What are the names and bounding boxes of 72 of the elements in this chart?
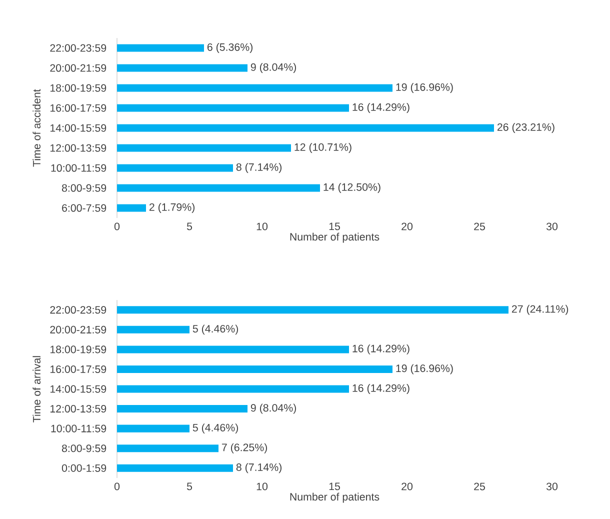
data-label: 6 (5.36%)	[207, 43, 252, 53]
data-label: 8 (7.14%)	[236, 463, 282, 474]
y-tick-label: 12:00-13:59	[50, 144, 106, 152]
x-tick-label: 20	[402, 222, 413, 230]
bar	[117, 144, 291, 152]
bar	[117, 204, 146, 212]
x-tick-label: 25	[474, 222, 485, 230]
x-tick-label: 10	[256, 482, 268, 490]
bar	[117, 184, 320, 192]
data-label: 14 (12.50%)	[324, 183, 380, 193]
data-label: 16 (14.29%)	[352, 384, 410, 394]
bar	[117, 44, 204, 52]
data-label: 7 (6.25%)	[222, 443, 267, 454]
y-axis-title: Time of accident	[32, 89, 41, 167]
data-label: 19 (16.96%)	[396, 364, 453, 374]
bar	[117, 464, 233, 472]
y-axis-title: Time of arrival	[32, 356, 41, 422]
x-tick-label: 30	[546, 482, 558, 490]
data-label: 16 (14.29%)	[352, 344, 410, 354]
y-tick-label: 8:00-9:59	[62, 444, 106, 452]
y-tick-label: 12:00-13:59	[50, 405, 106, 413]
bar	[117, 424, 190, 432]
bar	[117, 385, 349, 393]
bar	[117, 104, 349, 112]
y-tick-label: 10:00-11:59	[51, 424, 106, 432]
data-label: 26 (23.21%)	[497, 123, 554, 133]
data-label: 12 (10.71%)	[294, 143, 352, 153]
y-tick-label: 16:00-17:59	[50, 365, 106, 374]
data-label: 8 (7.14%)	[236, 163, 282, 173]
bar	[117, 306, 508, 314]
x-tick-label: 5	[186, 222, 192, 230]
data-label: 5 (4.46%)	[192, 424, 238, 434]
x-tick-label: 15	[329, 222, 340, 230]
data-label: 9 (8.04%)	[250, 63, 296, 73]
data-label: 27 (24.11%)	[512, 304, 568, 315]
y-tick-label: 8:00-9:59	[62, 184, 106, 192]
y-tick-label: 18:00-19:59	[50, 84, 106, 92]
y-tick-label: 16:00-17:59	[50, 104, 106, 112]
x-tick-label: 25	[474, 482, 485, 490]
bar	[117, 164, 233, 172]
data-label: 9 (8.04%)	[250, 404, 296, 414]
x-tick-label: 0	[114, 222, 120, 230]
bar	[117, 405, 248, 413]
data-label: 16 (14.29%)	[352, 103, 410, 113]
data-label: 5 (4.46%)	[192, 324, 238, 335]
bar	[117, 84, 392, 92]
y-tick-label: 0:00-1:59	[62, 464, 106, 472]
bar	[117, 346, 349, 354]
y-tick-label: 22:00-23:59	[50, 306, 106, 314]
x-tick-label: 10	[256, 222, 268, 230]
y-tick-label: 20:00-21:59	[50, 64, 106, 72]
x-tick-label: 0	[114, 482, 120, 490]
data-label: 19 (16.96%)	[396, 83, 453, 93]
bar	[117, 365, 392, 373]
y-tick-label: 20:00-21:59	[50, 326, 106, 334]
y-tick-label: 14:00-15:59	[50, 385, 106, 393]
y-tick-label: 14:00-15:59	[50, 124, 106, 132]
x-axis-title: Number of patients	[290, 232, 380, 243]
bar	[117, 326, 190, 334]
y-tick-label: 22:00-23:59	[50, 44, 106, 52]
bar	[117, 444, 218, 452]
x-axis-title: Number of patients	[290, 492, 380, 503]
y-tick-label: 18:00-19:59	[50, 346, 106, 354]
y-tick-label: 10:00-11:59	[51, 164, 106, 172]
x-tick-label: 15	[329, 482, 340, 490]
x-tick-label: 20	[402, 482, 413, 490]
bar	[117, 64, 248, 72]
bar	[117, 124, 494, 132]
data-label: 2 (1.79%)	[149, 203, 194, 213]
x-tick-label: 5	[186, 482, 192, 490]
x-tick-label: 30	[546, 222, 558, 230]
y-tick-label: 6:00-7:59	[62, 204, 106, 212]
